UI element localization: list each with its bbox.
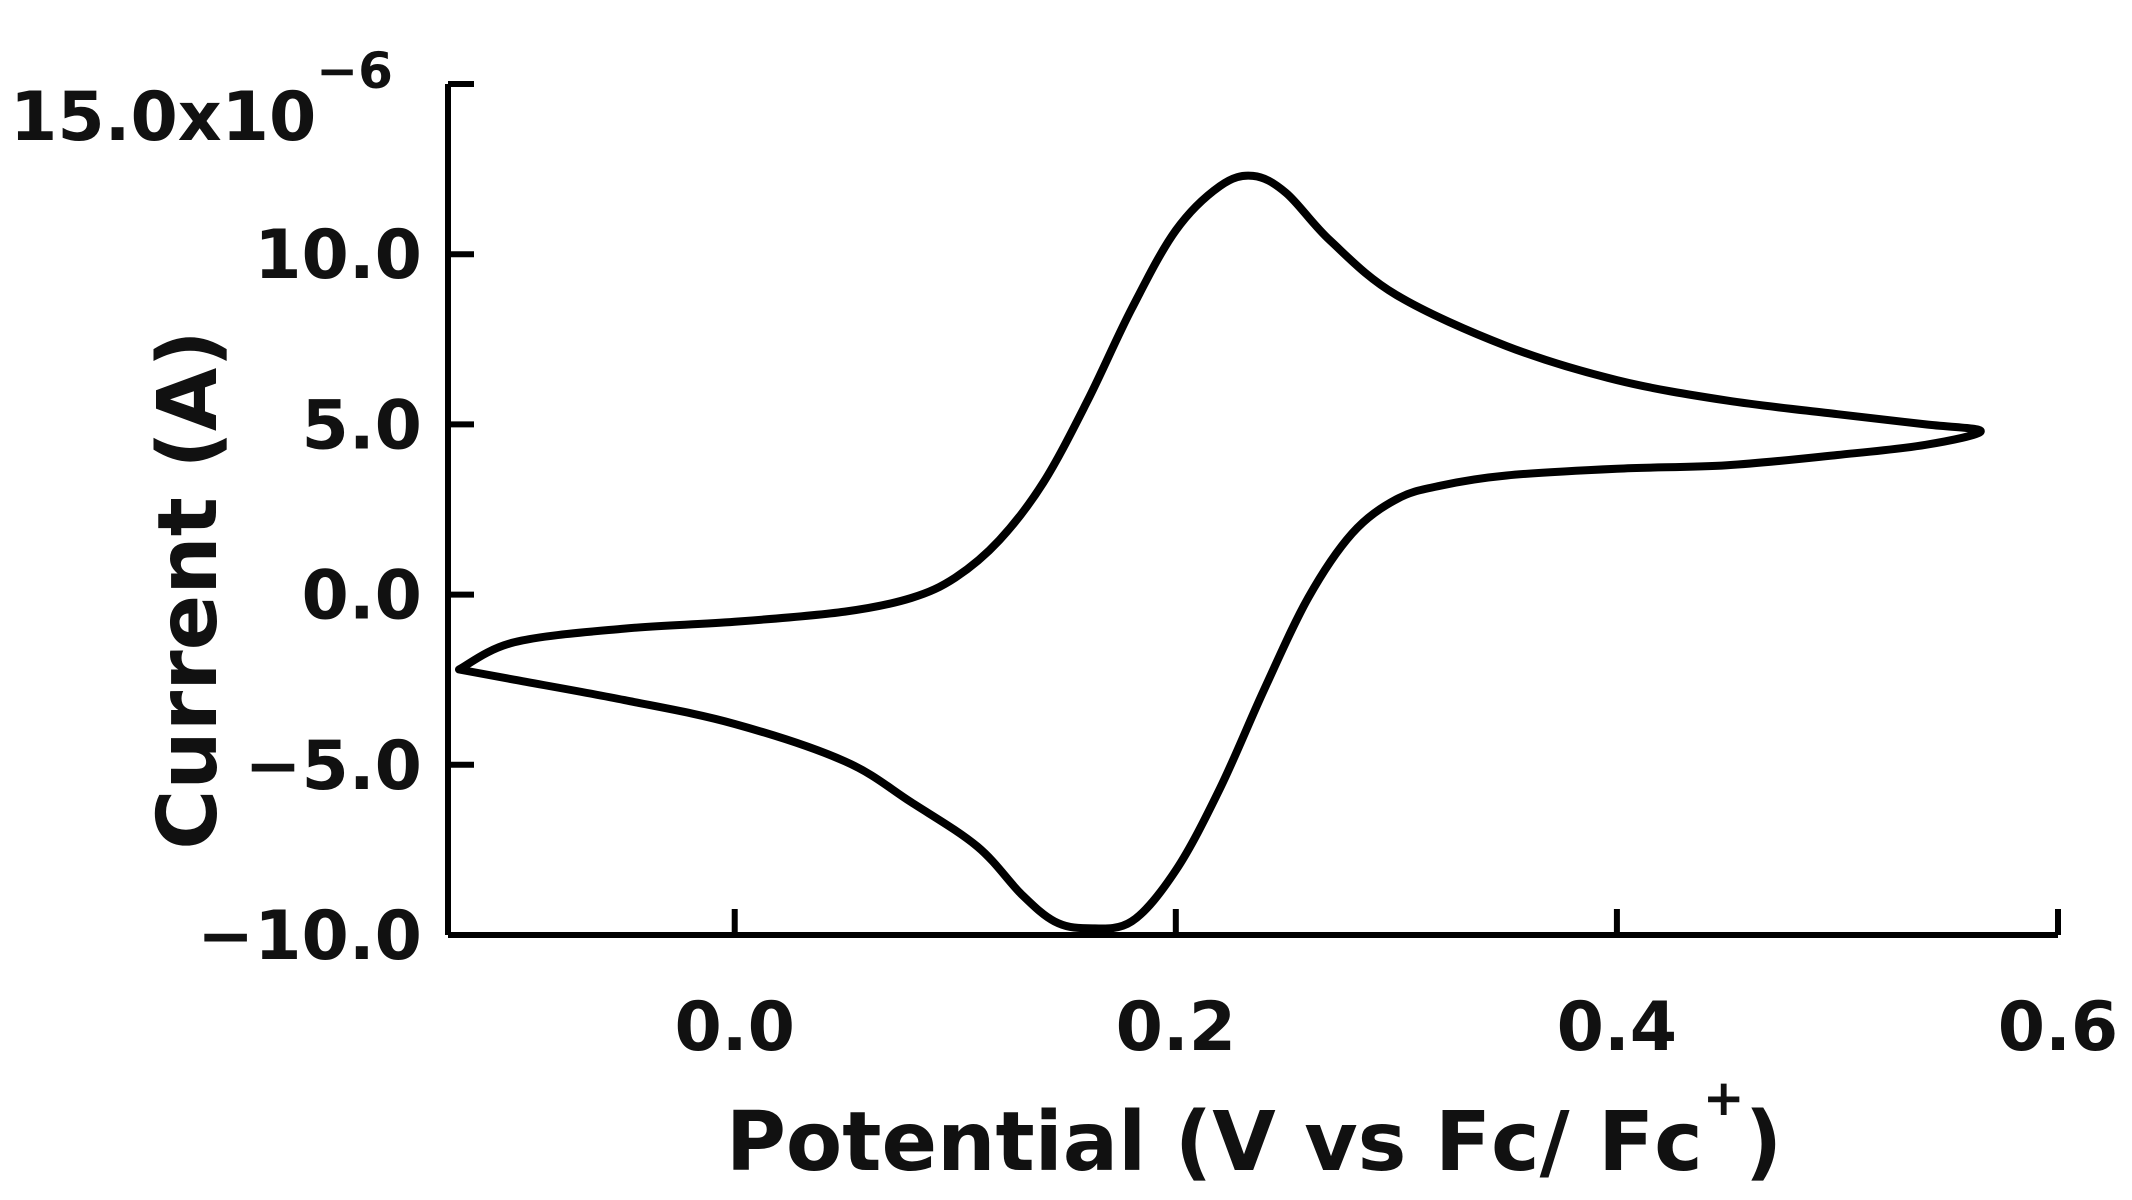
x-axis-title: Potential (V vs Fc/ Fc+) — [726, 1069, 1782, 1190]
x-axis-title-close: ) — [1745, 1095, 1782, 1190]
x-axis-title-superscript: + — [1703, 1069, 1745, 1127]
x-tick-label: 0.0 — [674, 988, 794, 1067]
y-tick-label: −5.0 — [245, 727, 422, 806]
cv-curve-series-line — [455, 171, 1985, 933]
axes — [445, 81, 2061, 938]
x-tick-label: 0.6 — [1998, 988, 2118, 1067]
y-tick-label: 5.0 — [302, 386, 422, 465]
y-tick-label: 10.0 — [254, 216, 422, 295]
plot-area — [455, 171, 1985, 933]
x-tick-label: 0.2 — [1116, 988, 1236, 1067]
x-axis-title-main: Potential (V vs Fc/ Fc — [726, 1095, 1703, 1190]
y-axis-title: Current (A) — [141, 330, 236, 850]
y-axis-multiplier-base: x10 — [178, 78, 317, 157]
y-tick-label: 0.0 — [302, 557, 422, 636]
tick-labels: 10.0 5.0 0.0 −5.0 −10.0 0.0 0.2 0.4 0.6 — [197, 216, 2118, 1067]
x-tick-label: 0.4 — [1557, 988, 1677, 1067]
y-tick-label: −10.0 — [197, 897, 422, 976]
y-axis-multiplier: 15.0x10−6 — [10, 42, 393, 157]
y-axis-multiplier-exponent: −6 — [316, 42, 393, 100]
y-axis-top-tick-label: 15.0 — [10, 78, 178, 157]
